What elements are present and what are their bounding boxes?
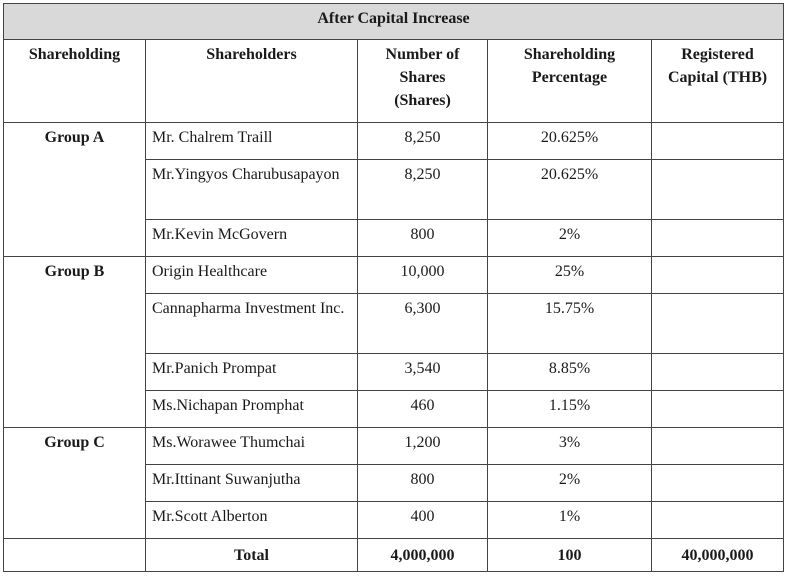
capital-cell [650,256,785,294]
shareholder-name: Cannapharma Investment Inc. [145,293,358,354]
header-pct-line2: Percentage [531,69,608,86]
shares-value: 400 [357,501,488,539]
shares-value: 6,300 [357,293,488,354]
header-shareholders: Shareholders [145,39,358,123]
shareholder-name: Mr. Chalrem Traill [145,122,358,160]
capital-cell [650,390,785,428]
header-shares-line1: Number of [385,46,460,63]
capital-cell [650,219,785,257]
shares-value: 10,000 [357,256,488,294]
shareholder-name: Mr.Yingyos Charubusapayon [145,159,358,220]
group-a-label: Group A [3,122,146,257]
table-title: After Capital Increase [2,3,785,40]
table-row: Group C Ms.Worawee Thumchai 1,200 3% [3,427,785,539]
group-b-label: Group B [3,256,146,428]
header-cap-line2: Capital (THB) [667,69,768,86]
shareholder-name: Ms.Worawee Thumchai [145,427,358,465]
table-row: Group A Mr. Chalrem Traill 8,250 20.625% [3,122,785,257]
shareholder-name: Origin Healthcare [145,256,358,294]
total-capital: 40,000,000 [650,538,785,572]
percentage-value: 3% [487,427,652,465]
table-row: Mr.Kevin McGovern 800 2% [4,219,785,257]
shareholder-name: Mr.Panich Prompat [145,353,358,391]
shareholder-name: Mr.Ittinant Suwanjutha [145,464,358,502]
shareholder-name: Ms.Nichapan Promphat [145,390,358,428]
shares-value: 800 [357,464,488,502]
group-c-label: Group C [3,427,146,539]
header-cap-line1: Registered [681,46,754,63]
total-label: Total [145,538,358,572]
header-shareholding-percentage: Shareholding Percentage [487,39,652,123]
table-row: Group B Origin Healthcare 10,000 25% [3,256,785,428]
header-shares-line3: (Shares) [394,92,451,109]
shares-value: 460 [357,390,488,428]
shares-value: 1,200 [357,427,488,465]
percentage-value: 20.625% [487,122,652,160]
percentage-value: 1.15% [487,390,652,428]
percentage-value: 1% [487,501,652,539]
total-row: Total 4,000,000 100 40,000,000 [3,538,785,572]
header-shareholding: Shareholding [3,39,146,123]
header-registered-capital: Registered Capital (THB) [650,39,785,123]
capital-cell [650,501,785,539]
table-row: Mr.Ittinant Suwanjutha 800 2% [4,464,785,502]
percentage-value: 2% [487,219,652,257]
percentage-value: 25% [487,256,652,294]
shares-value: 8,250 [357,159,488,220]
header-number-of-shares: Number of Shares (Shares) [357,39,488,123]
shareholding-table: After Capital Increase Shareholding Shar… [2,3,785,572]
table-row: Mr.Panich Prompat 3,540 8.85% [4,353,785,391]
shares-value: 8,250 [357,122,488,160]
capital-cell [650,293,785,354]
capital-cell [650,159,785,220]
percentage-value: 8.85% [487,353,652,391]
shareholder-name: Mr.Scott Alberton [145,501,358,539]
capital-cell [650,353,785,391]
table-row: Cannapharma Investment Inc. 6,300 15.75% [4,293,785,354]
capital-cell [650,427,785,465]
table-row: Mr.Yingyos Charubusapayon 8,250 20.625% [4,159,785,220]
shares-value: 800 [357,219,488,257]
shares-value: 3,540 [357,353,488,391]
header-shares-line2: Shares [399,69,446,86]
shareholder-name: Mr.Kevin McGovern [145,219,358,257]
capital-cell [650,464,785,502]
header-pct-line1: Shareholding [523,46,616,63]
percentage-value: 15.75% [487,293,652,354]
total-shares: 4,000,000 [357,538,488,572]
capital-cell [650,122,785,160]
total-empty-cell [3,538,146,572]
table-row: Ms.Nichapan Promphat 460 1.15% [4,390,785,428]
percentage-value: 20.625% [487,159,652,220]
percentage-value: 2% [487,464,652,502]
total-percentage: 100 [487,538,652,572]
